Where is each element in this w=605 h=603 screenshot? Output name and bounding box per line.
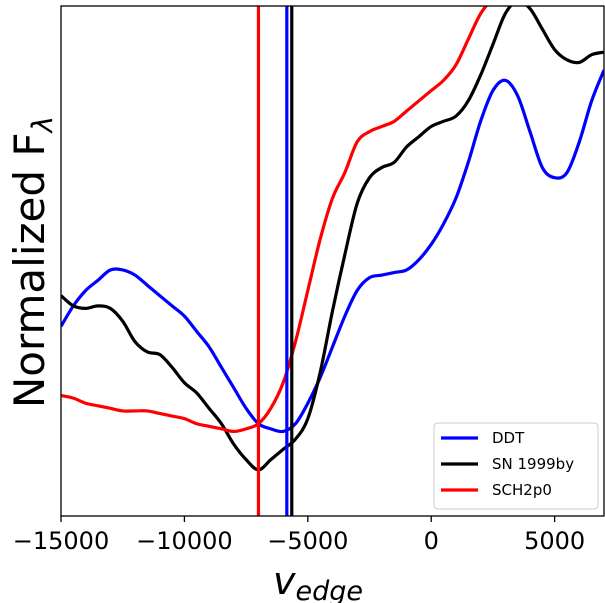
x-tick-label: −15000: [13, 527, 109, 555]
legend: DDT SN 1999by SCH2p0: [433, 422, 599, 510]
legend-label-0: DDT: [492, 429, 525, 447]
x-axis-label: vedge: [273, 559, 363, 603]
x-tick-label: 0: [424, 527, 439, 555]
series-line-0: [61, 69, 604, 434]
x-tick-label: −5000: [267, 527, 348, 555]
x-tick-label: −10000: [136, 527, 232, 555]
series-line-1: [61, 6, 604, 472]
legend-box: [433, 422, 599, 510]
legend-label-2: SCH2p0: [492, 481, 552, 499]
series-layer: [61, 6, 604, 472]
legend-label-1: SN 1999by: [492, 455, 574, 473]
vline-layer: [256, 6, 294, 516]
x-tick-label: 5000: [524, 527, 585, 555]
plot-frame: [60, 5, 605, 517]
y-axis-label: Normalized Fλ: [5, 116, 59, 408]
x-axis-ticks: −15000 −10000 −5000 0 5000: [13, 516, 585, 555]
legend-items: DDT SN 1999by SCH2p0: [441, 429, 574, 499]
series-line-2: [61, 6, 489, 434]
